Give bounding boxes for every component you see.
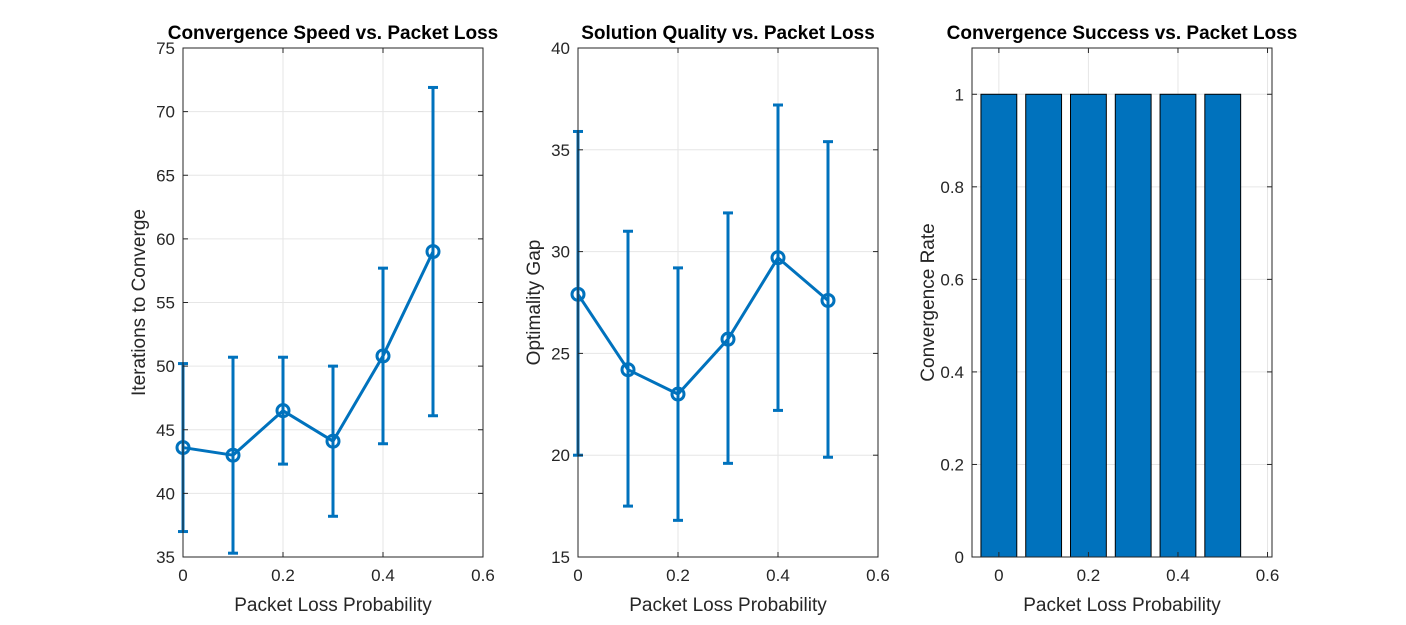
y-axis-label: Optimality Gap	[524, 240, 545, 366]
y-tick-labels: 15 20 25 30 35 40	[551, 39, 570, 567]
data-point	[225, 447, 241, 463]
axes-frame	[577, 47, 879, 558]
data-point	[375, 348, 391, 364]
y-tick-label: 20	[551, 446, 570, 465]
panel-convergence-speed: 0 0.2 0.4 0.6 35 40 45 50 55 60 65 70 75 Convergenc…	[129, 23, 498, 616]
x-axis-label: Packet Loss Probability	[1023, 595, 1221, 616]
x-tick-label: 0.6	[471, 566, 495, 585]
x-tick-labels: 0 0.2 0.4 0.6	[994, 566, 1279, 585]
x-tick-label: 0	[178, 566, 187, 585]
axes-frame	[971, 47, 1273, 558]
y-tick-label: 0.4	[940, 363, 964, 382]
y-tick-label: 0.6	[940, 270, 964, 289]
x-tick-label: 0.6	[1256, 566, 1280, 585]
data-point	[325, 433, 341, 449]
x-tick-labels: 0 0.2 0.4 0.6	[573, 566, 890, 585]
x-tick-label: 0.4	[1166, 566, 1190, 585]
y-tick-label: 35	[551, 141, 570, 160]
data-point	[670, 386, 686, 402]
panel-solution-quality: 0 0.2 0.4 0.6 15 20 25 30 35 40 Solution Quality…	[524, 23, 890, 616]
y-tick-label: 0.2	[940, 455, 964, 474]
y-tick-label: 35	[156, 548, 175, 567]
y-tick-label: 25	[551, 344, 570, 363]
y-tick-label: 60	[156, 230, 175, 249]
y-tick-label: 50	[156, 357, 175, 376]
y-tick-label: 40	[156, 484, 175, 503]
data-point	[275, 403, 291, 419]
data-point	[620, 362, 636, 378]
data-point	[720, 331, 736, 347]
bar	[1159, 93, 1197, 558]
x-axis-label: Packet Loss Probability	[629, 595, 827, 616]
tick-marks	[577, 47, 879, 558]
y-tick-label: 0.8	[940, 178, 964, 197]
tick-marks	[182, 47, 484, 558]
y-tick-label: 55	[156, 294, 175, 313]
y-axis-label: Iterations to Converge	[129, 209, 150, 396]
tick-marks	[972, 48, 1272, 558]
x-tick-labels: 0 0.2 0.4 0.6	[178, 566, 495, 585]
bar	[1070, 93, 1107, 558]
x-tick-label: 0.6	[866, 566, 890, 585]
series-marks	[175, 85, 441, 555]
y-axis-label: Convergence Rate	[918, 223, 939, 381]
x-tick-label: 0.2	[666, 566, 690, 585]
y-tick-label: 15	[551, 548, 570, 567]
y-tick-label: 0	[955, 548, 964, 567]
x-axis-label: Packet Loss Probability	[234, 595, 432, 616]
x-tick-label: 0.2	[271, 566, 295, 585]
data-point	[820, 292, 836, 308]
bar	[1025, 93, 1063, 558]
series-line	[576, 256, 829, 396]
bar	[1114, 93, 1152, 558]
panel-convergence-success: 0 0.2 0.4 0.6 0 0.2 0.4 0.6 0.8 1 Convergence Su…	[918, 23, 1297, 616]
y-tick-label: 75	[156, 39, 175, 58]
x-tick-label: 0.4	[766, 566, 790, 585]
series-marks	[570, 103, 836, 522]
bar	[1204, 93, 1242, 558]
y-tick-label: 65	[156, 166, 175, 185]
bar	[980, 93, 1018, 558]
x-tick-label: 0	[573, 566, 582, 585]
y-tick-labels: 35 40 45 50 55 60 65 70 75	[156, 39, 175, 567]
chart-title: Solution Quality vs. Packet Loss	[581, 23, 875, 44]
x-tick-label: 0.2	[1077, 566, 1101, 585]
data-point	[770, 250, 786, 266]
y-tick-label: 1	[955, 85, 964, 104]
y-tick-label: 40	[551, 39, 570, 58]
x-tick-label: 0	[994, 566, 1003, 585]
y-tick-label: 45	[156, 421, 175, 440]
data-point	[425, 244, 441, 260]
y-tick-labels: 0 0.2 0.4 0.6 0.8 1	[940, 85, 964, 567]
y-tick-label: 30	[551, 243, 570, 262]
y-tick-label: 70	[156, 103, 175, 122]
chart-title: Convergence Success vs. Packet Loss	[947, 23, 1298, 44]
chart-title: Convergence Speed vs. Packet Loss	[168, 23, 499, 44]
series-marks	[980, 93, 1242, 558]
x-tick-label: 0.4	[371, 566, 395, 585]
series-line	[182, 250, 435, 457]
